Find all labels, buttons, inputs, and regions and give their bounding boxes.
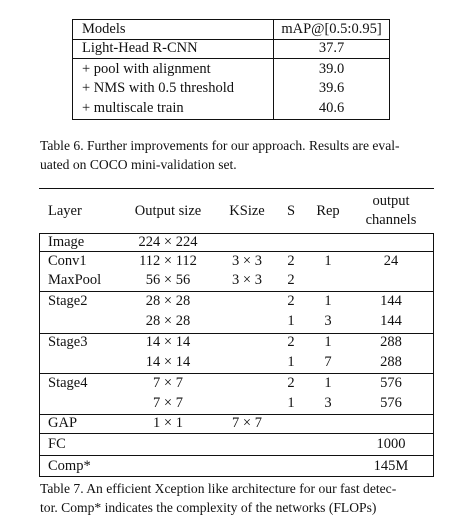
table7-layer-cell: Stage2 <box>48 293 88 309</box>
table7-header-rep: Rep <box>316 203 340 219</box>
table7-right-border <box>433 233 434 477</box>
table7-rep-cell: 7 <box>324 354 332 370</box>
table7-size-cell: 28 × 28 <box>145 313 191 329</box>
table7-layer-cell: Comp* <box>48 458 91 474</box>
table7-rep-cell: 1 <box>324 293 332 309</box>
table7-layer-cell: Stage3 <box>48 334 88 350</box>
table7-bottom-rule <box>39 476 434 477</box>
table7-rep-cell: 1 <box>324 253 332 269</box>
table7-row-rule <box>39 414 434 415</box>
table6-col-divider <box>273 19 274 120</box>
table7-size-cell: 14 × 14 <box>145 354 191 370</box>
table7-size-cell: 7 × 7 <box>153 395 183 411</box>
table7-header-output-size: Output size <box>134 203 202 219</box>
table7-layer-cell: GAP <box>48 415 78 431</box>
table7-s-cell: 1 <box>287 395 295 411</box>
table6-top-rule <box>72 19 390 20</box>
table7-header-rule <box>39 233 434 234</box>
table7-ksize-cell: 7 × 7 <box>232 415 262 431</box>
table7-rep-cell: 1 <box>324 375 332 391</box>
table7-channels-cell: 144 <box>380 293 402 309</box>
table6-model-cell: + multiscale train <box>82 100 184 116</box>
table7-row-rule <box>39 433 434 434</box>
table7-rep-cell: 1 <box>324 334 332 350</box>
table7-size-cell: 1 × 1 <box>153 415 183 431</box>
table6-map-cell: 37.7 <box>318 40 345 56</box>
table6-row-rule <box>72 58 390 59</box>
table7-layer-cell: Image <box>48 234 85 250</box>
table7-row-rule <box>39 373 434 374</box>
table6-model-cell: + pool with alignment <box>82 61 211 77</box>
table7-s-cell: 1 <box>287 354 295 370</box>
table7-channels-cell: 288 <box>380 354 402 370</box>
table7-size-cell: 28 × 28 <box>145 293 191 309</box>
table7-top-rule <box>39 188 434 189</box>
table6-header-rule <box>72 39 390 40</box>
table7-channels-cell: 288 <box>380 334 402 350</box>
table7-row-rule <box>39 455 434 456</box>
table7-size-cell: 112 × 112 <box>139 253 197 269</box>
table7-layer-cell: Conv1 <box>48 253 87 269</box>
table7-header-channels: channels <box>365 212 417 228</box>
table6-right-border <box>389 19 390 120</box>
table6-header-models: Models <box>82 21 126 37</box>
table6-map-cell: 39.0 <box>318 61 345 77</box>
table7-channels-cell: 145M <box>373 458 409 474</box>
table6-map-cell: 39.6 <box>318 80 345 96</box>
table7-layer-cell: Stage4 <box>48 375 88 391</box>
table7-ksize-cell: 3 × 3 <box>232 253 262 269</box>
table7-size-cell: 224 × 224 <box>138 234 198 250</box>
table7-caption-line2: tor. Comp* indicates the complexity of t… <box>40 500 377 515</box>
table7-layer-cell: MaxPool <box>48 272 102 288</box>
table7-s-cell: 2 <box>287 293 295 309</box>
table7-header-ksize: KSize <box>229 203 265 219</box>
table7-size-cell: 7 × 7 <box>153 375 183 391</box>
table7-caption-line1: Table 7. An efficient Xception like arch… <box>40 481 397 496</box>
table7-channels-cell: 24 <box>383 253 399 269</box>
table7-ksize-cell: 3 × 3 <box>232 272 262 288</box>
table7-row-rule <box>39 251 434 252</box>
table6-map-cell: 40.6 <box>318 100 345 116</box>
table7-s-cell: 2 <box>287 334 295 350</box>
table6-caption-line1: Table 6. Further improvements for our ap… <box>40 138 400 153</box>
table7-channels-cell: 1000 <box>376 436 406 452</box>
table7-header-s: S <box>286 203 296 219</box>
table7-size-cell: 14 × 14 <box>145 334 191 350</box>
table7-header-output: output <box>372 193 410 209</box>
table7-row-rule <box>39 333 434 334</box>
table6-left-border <box>72 19 73 120</box>
table6-caption-line2: uated on COCO mini-validation set. <box>40 157 237 172</box>
table7-s-cell: 2 <box>287 272 295 288</box>
table7-channels-cell: 144 <box>380 313 402 329</box>
table6-bottom-rule <box>72 119 390 120</box>
table6-header-map: mAP@[0.5:0.95] <box>281 21 382 37</box>
table7-layer-cell: FC <box>48 436 66 452</box>
table7-rep-cell: 3 <box>324 313 332 329</box>
table6-model-cell: + NMS with 0.5 threshold <box>82 80 234 96</box>
table7-channels-cell: 576 <box>380 375 402 391</box>
table7-channels-cell: 576 <box>380 395 402 411</box>
table7-s-cell: 2 <box>287 253 295 269</box>
table7-s-cell: 2 <box>287 375 295 391</box>
table7-s-cell: 1 <box>287 313 295 329</box>
table6-model-cell: Light-Head R-CNN <box>82 40 198 56</box>
table7-left-border <box>39 233 40 477</box>
table7-header-layer: Layer <box>48 203 82 219</box>
table7-row-rule <box>39 291 434 292</box>
table7-size-cell: 56 × 56 <box>145 272 191 288</box>
table7-rep-cell: 3 <box>324 395 332 411</box>
